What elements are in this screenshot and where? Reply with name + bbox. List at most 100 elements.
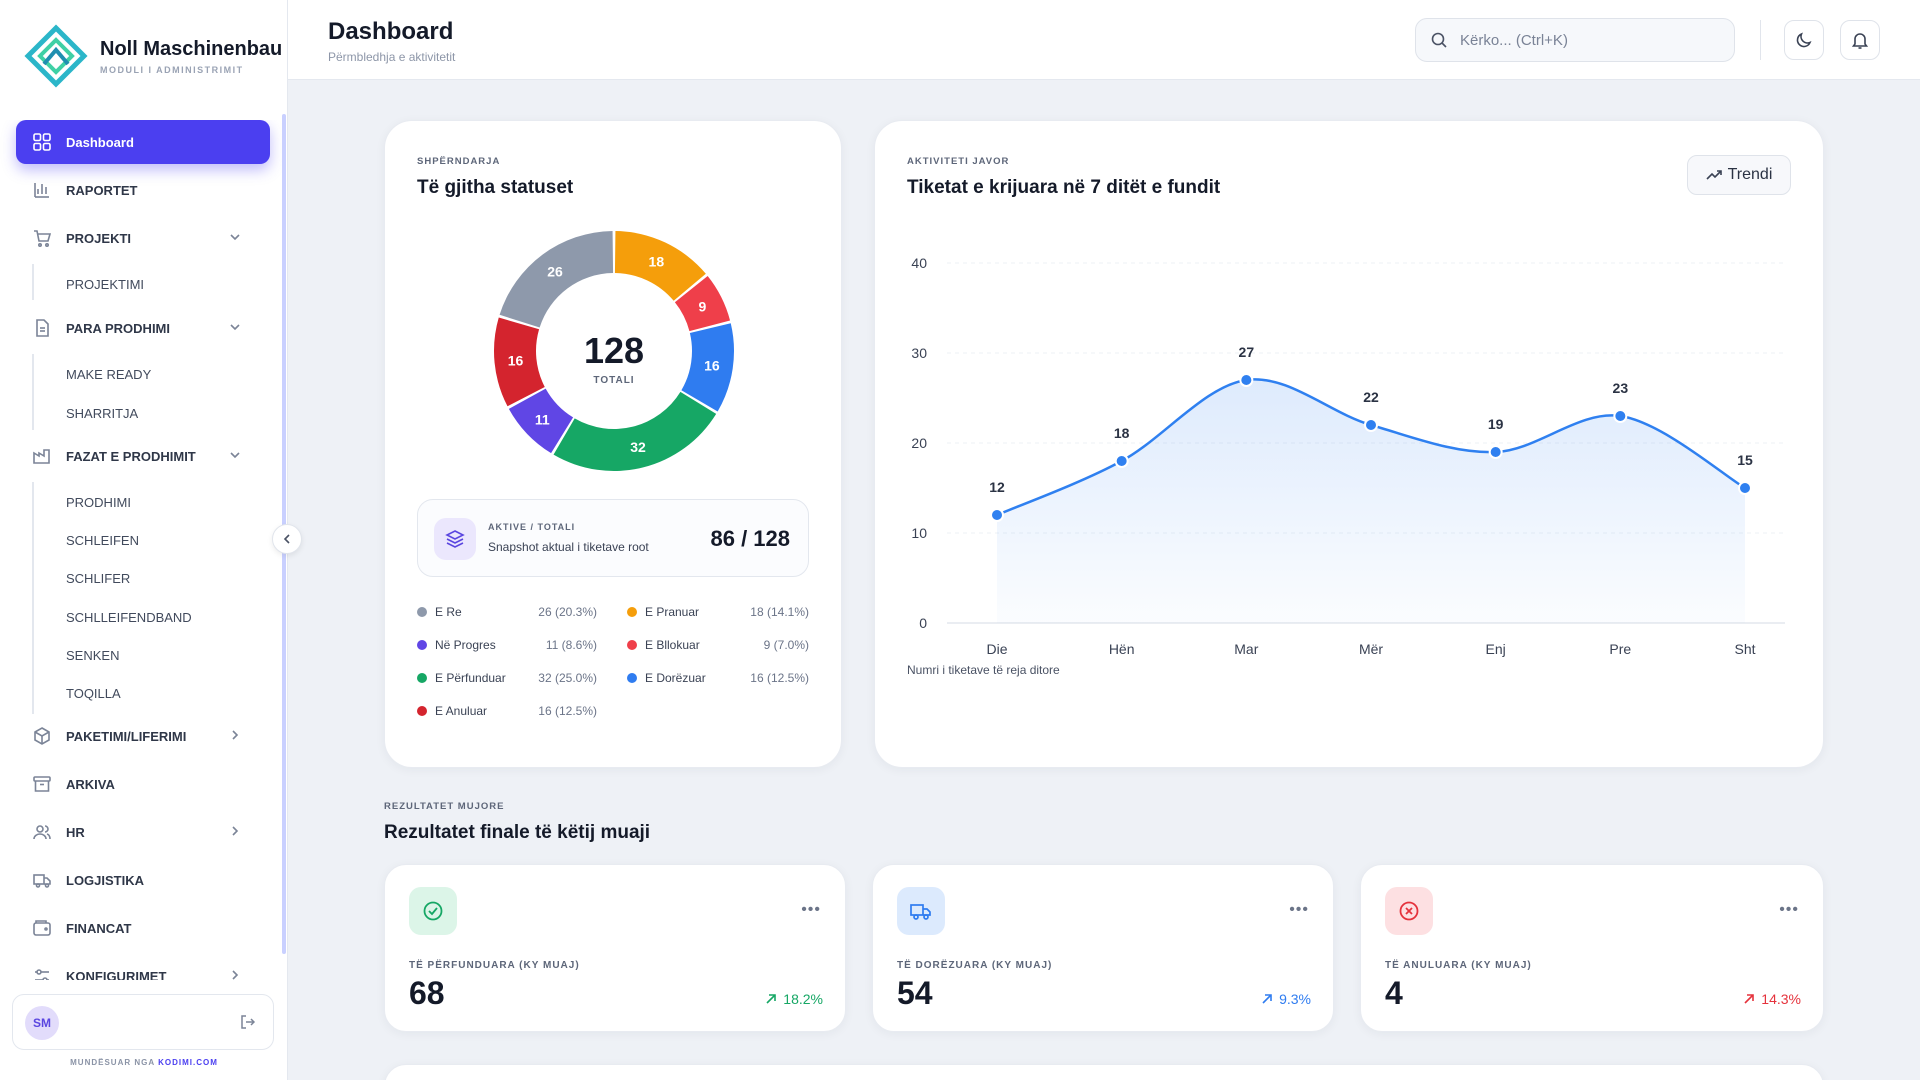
y-tick-label: 30: [911, 345, 927, 361]
powered-brand-link[interactable]: KODIMI.COM: [158, 1058, 218, 1067]
donut-slice[interactable]: [508, 388, 574, 454]
donut-slice[interactable]: [499, 231, 614, 328]
sidebar-item-fazat-e-prodhimit[interactable]: FAZAT E PRODHIMIT: [16, 434, 270, 478]
donut-slice[interactable]: [681, 323, 734, 412]
donut-slice[interactable]: [674, 275, 731, 332]
stat-value: 4: [1385, 975, 1403, 1011]
legend-dot: [417, 640, 427, 650]
sidebar-collapse-button[interactable]: [272, 524, 302, 554]
sidebar-subitem-projektimi[interactable]: PROJEKTIMI: [66, 277, 145, 292]
search-box[interactable]: [1415, 18, 1735, 62]
search-input[interactable]: [1460, 31, 1700, 49]
legend-label: Në Progres: [435, 638, 496, 652]
sidebar-item-konfigurimet[interactable]: KONFIGURIMET: [16, 954, 270, 980]
search-icon: [1431, 32, 1447, 48]
x-tick-label: Sht: [1734, 641, 1755, 657]
donut-slice[interactable]: [614, 231, 706, 301]
archive-icon: [33, 776, 51, 792]
sidebar-subitem-sharritja[interactable]: SHARRITJA: [66, 406, 139, 421]
stat-value: 68: [409, 975, 445, 1011]
donut-slice[interactable]: [553, 391, 717, 471]
chevron-right-icon: [232, 970, 239, 980]
sidebar-subitem-toqilla[interactable]: TOQILLA: [66, 686, 121, 701]
trending-up-icon: [1706, 170, 1722, 180]
sidebar-item-label: RAPORTET: [66, 182, 138, 198]
sidebar-item-paketimi-liferimi[interactable]: PAKETIMI/LIFERIMI: [16, 714, 270, 758]
status-distribution-card: SHPËRNDARJA Të gjitha statuset 18 9 16 32 11…: [384, 120, 842, 768]
bar-chart-icon: [34, 183, 49, 198]
data-point[interactable]: [1239, 373, 1254, 387]
sidebar-item-dashboard[interactable]: Dashboard: [16, 120, 270, 164]
more-options-icon[interactable]: •••: [1289, 901, 1309, 918]
chevron-right-icon: [232, 730, 239, 740]
legend-dot: [417, 607, 427, 617]
legend-dot: [627, 640, 637, 650]
sidebar-item-para-prodhimi[interactable]: PARA PRODHIMI: [16, 306, 270, 350]
x-tick-label: Hën: [1109, 641, 1135, 657]
chevron-down-icon: [230, 324, 240, 331]
trend-button[interactable]: Trendi: [1687, 155, 1791, 195]
sidebar-item-logjistika[interactable]: LOGJISTIKA: [16, 858, 270, 902]
sidebar-item-raportet[interactable]: RAPORTET: [16, 168, 270, 212]
sidebar-item-hr[interactable]: HR: [16, 810, 270, 854]
arrow-up-right-icon: [1744, 994, 1755, 1004]
donut-slice[interactable]: [494, 317, 545, 407]
brand[interactable]: Noll Maschinenbau MODULI I ADMINISTRIMIT: [24, 24, 282, 88]
legend-dot: [417, 673, 427, 683]
sidebar-item-arkiva[interactable]: ARKIVA: [16, 762, 270, 806]
data-point[interactable]: [1364, 418, 1378, 432]
data-label: 22: [1363, 389, 1379, 405]
donut-slice-label: 26: [547, 263, 563, 279]
legend-label: E Dorëzuar: [645, 671, 706, 685]
data-point[interactable]: [1114, 454, 1129, 468]
user-menu[interactable]: SM: [12, 994, 274, 1050]
data-point[interactable]: [1488, 445, 1503, 459]
notifications-button[interactable]: [1840, 20, 1880, 60]
sidebar-subitem-schlifer[interactable]: SCHLIFER: [66, 571, 131, 586]
sidebar-item-financat[interactable]: FINANCAT: [16, 906, 270, 950]
y-tick-label: 0: [919, 615, 927, 631]
more-options-icon[interactable]: •••: [801, 901, 821, 918]
wallet-icon: [33, 920, 51, 936]
monthly-title: Rezultatet finale të këtij muaji: [384, 822, 651, 843]
weekly-card-eyebrow: AKTIVITETI JAVOR: [907, 156, 1010, 167]
avatar[interactable]: SM: [25, 1006, 59, 1040]
factory-icon: [33, 449, 50, 464]
brand-logo-icon: [24, 24, 88, 88]
data-label: 27: [1239, 344, 1255, 360]
sidebar-item-label: PAKETIMI/LIFERIMI: [66, 728, 187, 744]
donut-slice-label: 11: [535, 411, 550, 427]
x-tick-label: Enj: [1486, 641, 1506, 657]
data-point[interactable]: [1613, 409, 1628, 423]
data-label: 23: [1613, 380, 1629, 396]
sidebar-nav: Dashboard RAPORTET PROJEKTI PROJEKTIMI P…: [0, 120, 286, 980]
truck-icon: [33, 874, 51, 888]
sidebar-item-projekti[interactable]: PROJEKTI: [16, 216, 270, 260]
x-tick-label: Mar: [1234, 641, 1258, 657]
submenu-line: [32, 354, 34, 430]
theme-toggle-button[interactable]: [1784, 20, 1824, 60]
data-point[interactable]: [990, 508, 1004, 522]
chevron-right-icon: [232, 826, 239, 836]
sidebar-subitem-make-ready[interactable]: MAKE READY: [66, 367, 152, 382]
powered-prefix: MUNDËSUAR NGA: [70, 1058, 155, 1067]
data-label: 18: [1114, 425, 1130, 441]
legend-value: 11 (8.6%): [545, 638, 597, 652]
moon-icon: [1796, 32, 1812, 48]
logout-icon[interactable]: [239, 1013, 257, 1031]
chevron-down-icon: [230, 234, 240, 241]
legend-dot: [627, 673, 637, 683]
status-card-eyebrow: SHPËRNDARJA: [417, 156, 501, 167]
sidebar-subitem-prodhimi[interactable]: PRODHIMI: [66, 495, 131, 510]
legend-value: 9 (7.0%): [763, 638, 809, 652]
legend-item: E Dorëzuar: [627, 671, 706, 685]
sidebar-subitem-schlleifendband[interactable]: SCHLLEIFENDBAND: [66, 610, 192, 625]
legend-value: 16 (12.5%): [750, 671, 809, 685]
legend-item: Në Progres: [417, 638, 496, 652]
area-fill: [997, 379, 1745, 623]
sidebar-subitem-schleifen[interactable]: SCHLEIFEN: [66, 533, 139, 548]
data-label: 15: [1737, 452, 1753, 468]
more-options-icon[interactable]: •••: [1779, 901, 1799, 918]
data-point[interactable]: [1738, 481, 1752, 495]
sidebar-subitem-senken[interactable]: SENKEN: [66, 648, 120, 663]
